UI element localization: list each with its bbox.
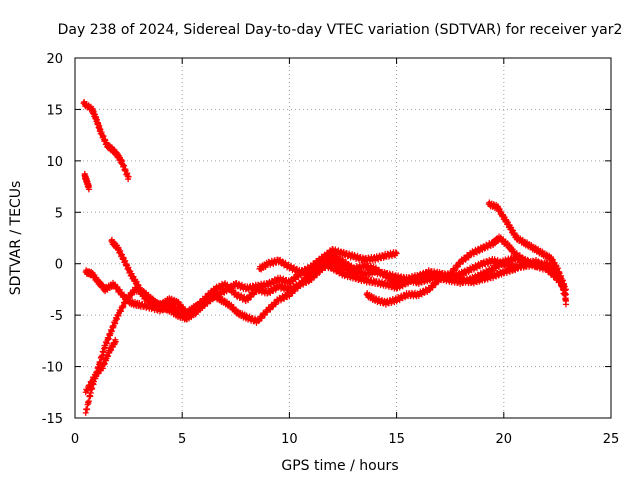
data-point [85, 186, 92, 193]
data-point [451, 267, 458, 274]
x-tick-labels: 0 5 10 15 20 25 [71, 432, 619, 447]
data-point [334, 266, 341, 273]
data-point [300, 279, 307, 286]
data-point [562, 301, 569, 308]
data-point [331, 252, 338, 259]
data-point [255, 318, 262, 325]
data-point [313, 264, 320, 271]
data-point [392, 249, 399, 256]
y-tick-label: 20 [46, 52, 63, 67]
x-tick-label: 5 [178, 432, 186, 447]
data-point [310, 274, 317, 281]
data-point [289, 278, 296, 285]
y-tick-label: -10 [42, 361, 63, 376]
data-point [476, 248, 483, 255]
grid [75, 58, 611, 418]
y-tick-label: -15 [42, 412, 63, 427]
x-tick-label: 20 [496, 432, 513, 447]
plot-frame [74, 57, 612, 419]
series-track-d [82, 336, 119, 396]
data-point [279, 258, 286, 265]
x-tick-label: 0 [71, 432, 79, 447]
series-track-b [81, 170, 92, 193]
y-tick-labels: -15 -10 -5 0 5 10 15 20 [42, 52, 63, 427]
data-point [286, 293, 293, 300]
y-tick-label: -5 [50, 309, 63, 324]
x-tick-label: 25 [603, 432, 620, 447]
data-point [393, 250, 400, 257]
data-point [421, 290, 428, 297]
series-track-h [363, 233, 561, 308]
data-point [125, 173, 132, 180]
y-tick-label: 10 [46, 155, 63, 170]
chart-title: Day 238 of 2024, Sidereal Day-to-day VTE… [58, 22, 623, 38]
y-tick-label: 0 [55, 258, 63, 273]
series-track-a [80, 98, 132, 183]
series-track-i [485, 199, 569, 308]
data-point [250, 291, 257, 298]
y-axis-label: SDTVAR / TECUs [8, 181, 24, 296]
data-point [345, 260, 352, 267]
x-axis-label: GPS time / hours [281, 458, 398, 474]
data-point [261, 312, 268, 319]
data-marks [80, 98, 569, 416]
series-track-g [256, 256, 569, 304]
axis-ticks [74, 57, 612, 419]
data-point [229, 287, 236, 294]
data-point [481, 245, 488, 252]
x-tick-label: 10 [281, 432, 298, 447]
data-point [426, 287, 433, 294]
data-point [112, 338, 119, 345]
x-tick-label: 15 [388, 432, 405, 447]
data-point [324, 257, 331, 264]
y-tick-label: 5 [55, 206, 63, 221]
y-tick-label: 15 [46, 103, 63, 118]
data-point [245, 297, 252, 304]
